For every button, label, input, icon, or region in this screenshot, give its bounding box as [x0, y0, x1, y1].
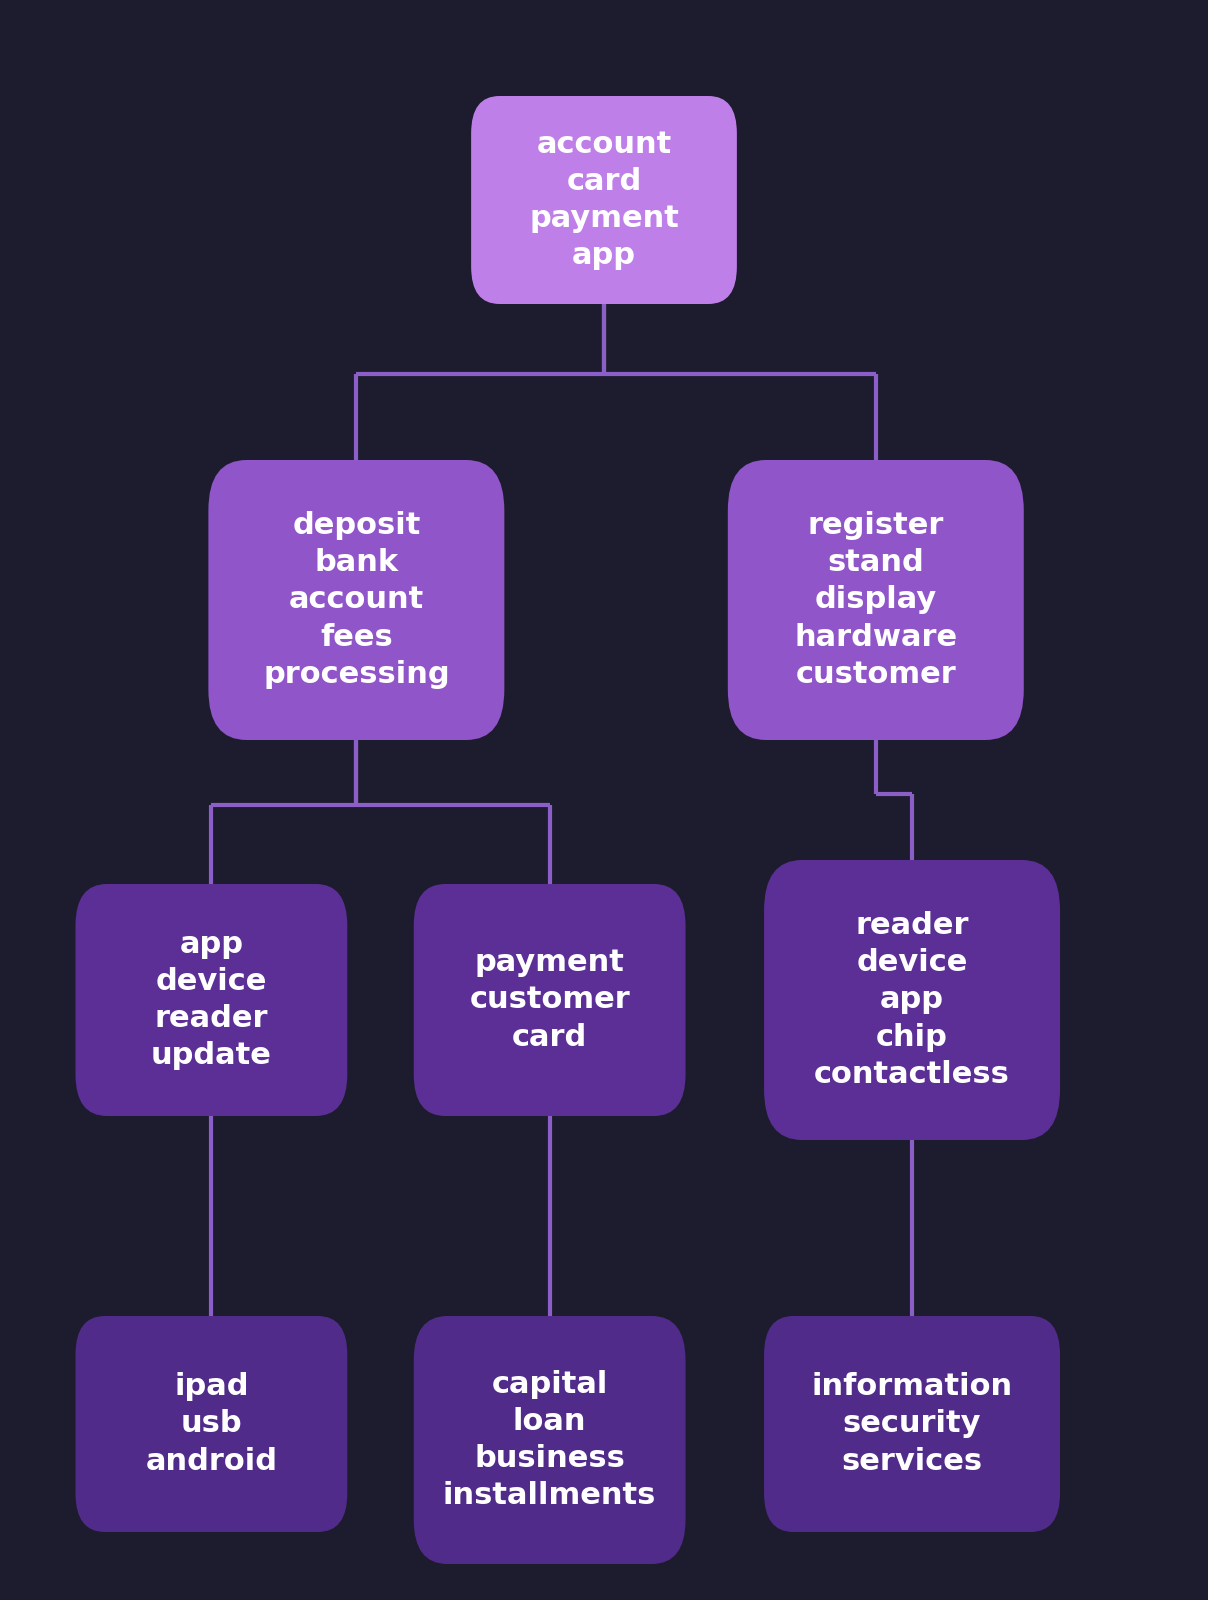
Text: register
stand
display
hardware
customer: register stand display hardware customer [794, 512, 958, 688]
Text: reader
device
app
chip
contactless: reader device app chip contactless [814, 912, 1010, 1088]
FancyBboxPatch shape [727, 461, 1024, 739]
Text: app
device
reader
update: app device reader update [151, 930, 272, 1070]
Text: information
security
services: information security services [812, 1373, 1012, 1475]
FancyBboxPatch shape [413, 1315, 686, 1565]
FancyBboxPatch shape [765, 1315, 1061, 1533]
Text: ipad
usb
android: ipad usb android [145, 1373, 278, 1475]
FancyBboxPatch shape [75, 883, 348, 1117]
FancyBboxPatch shape [471, 96, 737, 304]
Text: payment
customer
card: payment customer card [469, 949, 631, 1051]
FancyBboxPatch shape [75, 1315, 348, 1533]
Text: deposit
bank
account
fees
processing: deposit bank account fees processing [263, 512, 449, 688]
FancyBboxPatch shape [208, 461, 505, 739]
Text: account
card
payment
app: account card payment app [529, 130, 679, 270]
FancyBboxPatch shape [765, 861, 1061, 1139]
Text: capital
loan
business
installments: capital loan business installments [443, 1370, 656, 1510]
FancyBboxPatch shape [413, 883, 686, 1117]
